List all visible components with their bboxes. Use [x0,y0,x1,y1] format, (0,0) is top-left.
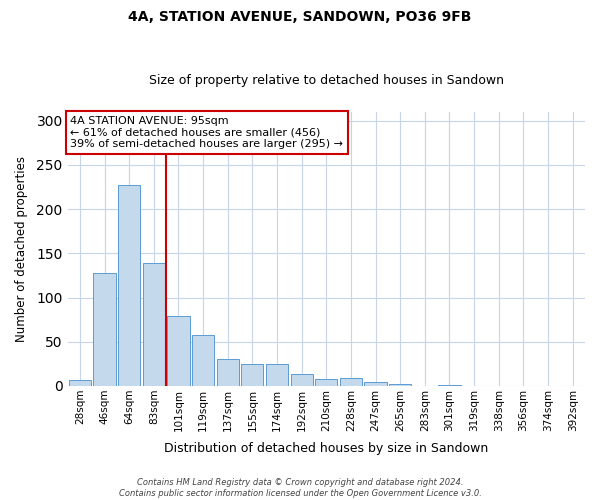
Bar [192,334,214,386]
Text: Contains HM Land Registry data © Crown copyright and database right 2024.
Contai: Contains HM Land Registry data © Crown c… [119,478,481,498]
Bar [290,374,313,386]
Bar [217,358,239,386]
Bar [167,316,190,386]
Bar [241,364,263,386]
Bar [340,378,362,386]
Bar [315,379,337,386]
Bar [266,364,288,386]
Bar [389,384,411,386]
Bar [143,263,165,386]
Text: 4A, STATION AVENUE, SANDOWN, PO36 9FB: 4A, STATION AVENUE, SANDOWN, PO36 9FB [128,10,472,24]
Bar [69,380,91,386]
Title: Size of property relative to detached houses in Sandown: Size of property relative to detached ho… [149,74,504,87]
Bar [94,273,116,386]
Bar [118,185,140,386]
Text: 4A STATION AVENUE: 95sqm
← 61% of detached houses are smaller (456)
39% of semi-: 4A STATION AVENUE: 95sqm ← 61% of detach… [70,116,343,149]
Bar [439,385,461,386]
Bar [364,382,386,386]
Y-axis label: Number of detached properties: Number of detached properties [15,156,28,342]
X-axis label: Distribution of detached houses by size in Sandown: Distribution of detached houses by size … [164,442,488,455]
